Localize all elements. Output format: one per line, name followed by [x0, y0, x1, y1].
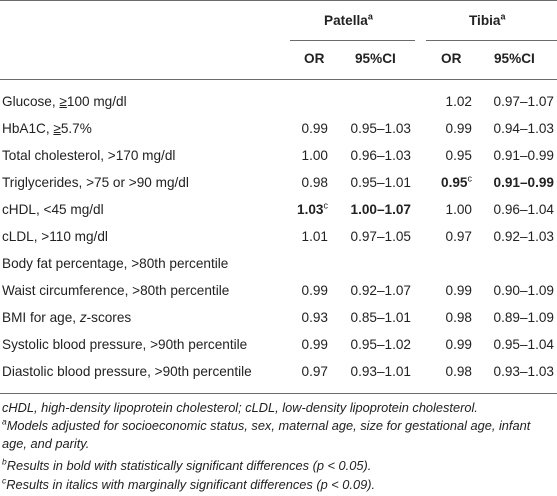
table-row: Systolic blood pressure, >90th percentil… [0, 332, 557, 358]
tibia-or-cell: 0.99 [445, 283, 472, 298]
tibia-ci-cell: 0.94–1.03 [493, 121, 554, 136]
patella-or-cell: 1.01 [301, 229, 328, 244]
row-label: Glucose, ≥100 mg/dl [2, 94, 127, 109]
tibia-group-rule [426, 40, 557, 41]
header-rule [0, 79, 557, 80]
row-label: Total cholesterol, >170 mg/dl [2, 148, 176, 163]
tibia-ci-cell: 0.97–1.07 [493, 94, 554, 109]
patella-ci-cell: 0.92–1.07 [350, 283, 411, 298]
tibia-or-cell: 0.97 [445, 229, 472, 244]
footnote-abbreviations: cHDL, high-density lipoprotein cholester… [2, 400, 478, 415]
tibia-ci-cell: 0.92–1.03 [493, 229, 554, 244]
row-label: Diastolic blood pressure, >90th percenti… [2, 364, 252, 379]
tibia-ci-cell: 0.91–0.99 [493, 148, 554, 163]
patella-ci-cell [342, 251, 411, 277]
footnote-b: bResults in bold with statistically sign… [2, 456, 372, 473]
tibia-ci-cell: 0.90–1.09 [493, 283, 554, 298]
patella-or-cell [288, 89, 328, 115]
tibia-ci-cell: 0.93–1.03 [493, 364, 554, 379]
patella-group-rule [290, 40, 415, 41]
patella-ci-cell [342, 89, 411, 115]
tibia-ci-cell: 0.96–1.04 [493, 202, 554, 217]
patella-ci-cell: 1.00–1.07 [350, 202, 411, 217]
tibia-or-cell: 0.99 [445, 337, 472, 352]
tibia-or-cell [436, 251, 472, 277]
table-row: cHDL, <45 mg/dl 1.03c 1.00–1.07 1.00 0.9… [0, 197, 557, 223]
row-label: cHDL, <45 mg/dl [2, 202, 104, 217]
table-row: Total cholesterol, >170 mg/dl 1.00 0.96–… [0, 143, 557, 169]
row-label: Triglycerides, >75 or >90 mg/dl [2, 175, 189, 190]
patella-ci-header: 95%CI [355, 51, 396, 66]
patella-or-cell: 0.97 [301, 364, 328, 379]
patella-group-header: Patellaa [324, 11, 373, 28]
tibia-or-cell: 0.99 [445, 121, 472, 136]
row-label: Systolic blood pressure, >90th percentil… [2, 337, 248, 352]
row-label: Waist circumference, >80th percentile [2, 283, 230, 298]
patella-ci-cell: 0.96–1.03 [350, 148, 411, 163]
table-row: cLDL, >110 mg/dl 1.01 0.97–1.05 0.97 0.9… [0, 224, 557, 250]
patella-or-cell: 0.93 [301, 310, 328, 325]
patella-ci-cell: 0.85–1.01 [350, 310, 411, 325]
bottom-rule [0, 393, 557, 394]
tibia-ci-header: 95%CI [494, 51, 535, 66]
tibia-or-header: OR [441, 51, 462, 66]
tibia-or-cell: 0.95 [445, 148, 472, 163]
table-row: Diastolic blood pressure, >90th percenti… [0, 359, 557, 385]
patella-or-cell: 1.00 [301, 148, 328, 163]
tibia-ci-cell: 0.91–0.99 [493, 175, 554, 190]
table-row: Waist circumference, >80th percentile 0.… [0, 278, 557, 304]
tibia-or-cell: 0.98 [445, 310, 472, 325]
patella-ci-cell: 0.95–1.03 [350, 121, 411, 136]
tibia-or-cell: 0.98 [445, 364, 472, 379]
row-label: BMI for age, z-scores [2, 310, 132, 325]
row-label: HbA1C, ≥5.7% [2, 121, 92, 136]
tibia-or-cell: 1.00 [445, 202, 472, 217]
tibia-ci-cell: 0.89–1.09 [493, 310, 554, 325]
patella-or-cell: 0.98 [301, 175, 328, 190]
patella-or-cell: 0.99 [301, 121, 328, 136]
table-row: HbA1C, ≥5.7% 0.99 0.95–1.03 0.99 0.94–1.… [0, 116, 557, 142]
tibia-ci-cell [480, 251, 554, 277]
patella-or-cell: 1.03c [297, 200, 328, 217]
top-rule [0, 0, 557, 1]
patella-or-cell [288, 251, 328, 277]
table-row: BMI for age, z-scores 0.93 0.85–1.01 0.9… [0, 305, 557, 331]
patella-ci-cell: 0.93–1.01 [350, 364, 411, 379]
table-row: Body fat percentage, >80th percentile [0, 251, 557, 277]
footnote-a: aModels adjusted for socioeconomic statu… [2, 416, 531, 451]
tibia-or-cell: 1.02 [445, 94, 472, 109]
patella-ci-cell: 0.95–1.01 [350, 175, 411, 190]
row-label: Body fat percentage, >80th percentile [2, 256, 229, 271]
tibia-group-header: Tibiaa [469, 11, 506, 28]
patella-or-header: OR [304, 51, 325, 66]
footnote-c: cResults in italics with marginally sign… [2, 475, 376, 492]
table-row: Triglycerides, >75 or >90 mg/dl 0.98 0.9… [0, 170, 557, 196]
tibia-or-cell: 0.95c [441, 173, 472, 190]
tibia-ci-cell: 0.95–1.04 [493, 337, 554, 352]
patella-or-cell: 0.99 [301, 283, 328, 298]
patella-ci-cell: 0.97–1.05 [350, 229, 411, 244]
table-row: Glucose, ≥100 mg/dl 1.02 0.97–1.07 [0, 89, 557, 115]
patella-or-cell: 0.99 [301, 337, 328, 352]
patella-ci-cell: 0.95–1.02 [350, 337, 411, 352]
column-header-row: OR 95%CI OR 95%CI [0, 46, 557, 72]
group-header-row: Patellaa Tibiaa [0, 8, 557, 34]
row-label: cLDL, >110 mg/dl [2, 229, 108, 244]
